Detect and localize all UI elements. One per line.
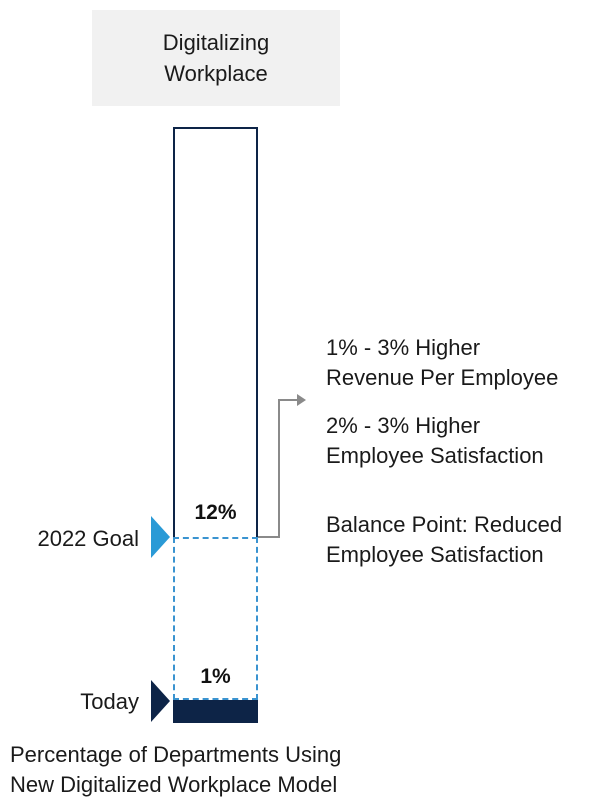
footer-line2: New Digitalized Workplace Model (10, 772, 338, 797)
benefit-revenue-line1: 1% - 3% Higher (326, 335, 481, 360)
goal-value-label: 12% (194, 501, 237, 524)
today-bar-fill (173, 700, 258, 723)
benefit-revenue: 1% - 3% Higher Revenue Per Employee (326, 333, 558, 393)
goal-marker-icon (151, 516, 170, 558)
benefit-revenue-line2: Revenue Per Employee (326, 365, 559, 390)
footer-line1: Percentage of Departments Using (10, 742, 342, 767)
benefit-satisfaction-line1: 2% - 3% Higher (326, 413, 481, 438)
goal-bar-outline (173, 127, 258, 537)
connector-line (258, 399, 297, 538)
benefit-balance-line2: Employee Satisfaction (326, 542, 544, 567)
connector-arrowhead-icon (297, 394, 306, 406)
header-box: Digitalizing Workplace (92, 10, 340, 106)
header-title-line2: Workplace (164, 61, 268, 86)
benefit-balance-point: Balance Point: Reduced Employee Satisfac… (326, 510, 562, 570)
today-marker-icon (151, 680, 170, 722)
benefit-satisfaction: 2% - 3% Higher Employee Satisfaction (326, 411, 544, 471)
footer-caption: Percentage of Departments Using New Digi… (10, 740, 341, 800)
today-label: Today (80, 689, 139, 714)
benefit-satisfaction-line2: Employee Satisfaction (326, 443, 544, 468)
goal-label: 2022 Goal (37, 526, 139, 551)
benefit-balance-line1: Balance Point: Reduced (326, 512, 563, 537)
header-title-line1: Digitalizing (162, 30, 270, 55)
goal-bar-dashed-segment (173, 537, 258, 700)
today-value-label: 1% (200, 665, 231, 688)
